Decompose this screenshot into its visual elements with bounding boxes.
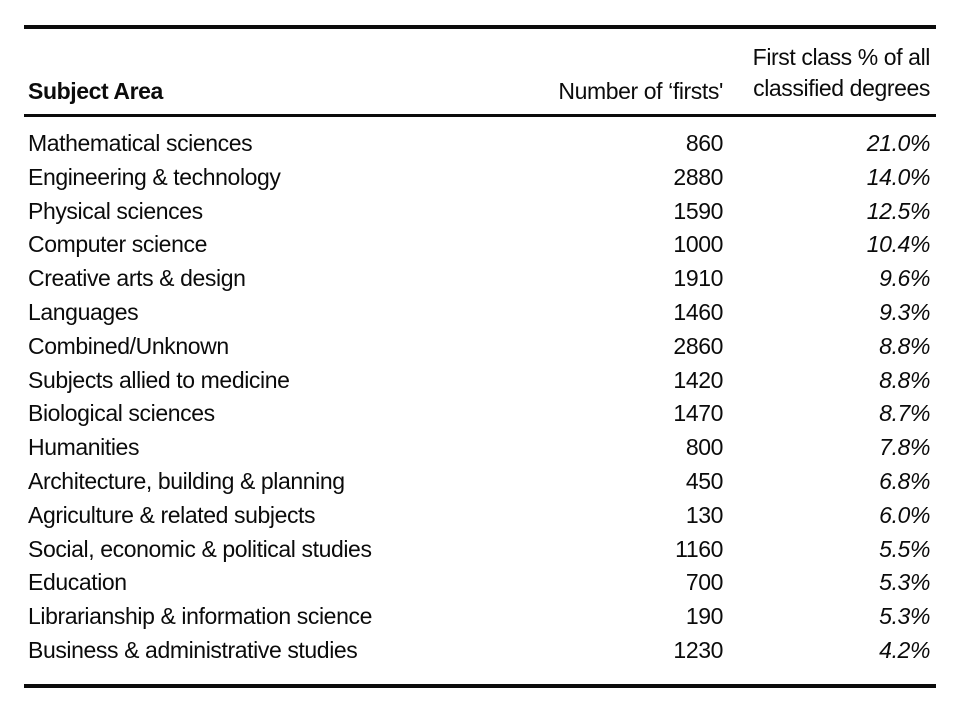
first-class-percent-cell: 9.6% — [879, 265, 930, 292]
number-of-firsts-cell: 1460 — [673, 298, 723, 325]
subject-area-cell: Agriculture & related subjects — [28, 501, 316, 528]
subject-area-cell: Languages — [28, 298, 139, 325]
number-of-firsts-cell: 130 — [685, 501, 724, 528]
number-of-firsts-cell: 1000 — [673, 231, 723, 258]
subject-area-cell: Architecture, building & planning — [28, 467, 345, 494]
table-row: Engineering & technology 2880 14.0% — [24, 161, 936, 195]
table-row: Languages 1460 9.3% — [24, 296, 936, 330]
table-row: Mathematical sciences 860 21.0% — [24, 127, 936, 161]
first-class-percent-cell: 9.3% — [879, 298, 930, 325]
number-of-firsts-cell: 2880 — [673, 163, 723, 190]
first-class-percent-cell: 5.5% — [879, 535, 930, 562]
table-row: Combined/Unknown 2860 8.8% — [24, 330, 936, 364]
table-row: Creative arts & design 1910 9.6% — [24, 262, 936, 296]
subject-area-cell: Computer science — [28, 231, 207, 258]
subject-area-cell: Librarianship & information science — [28, 603, 372, 630]
first-class-percent-cell: 7.8% — [879, 434, 930, 461]
number-of-firsts-cell: 1420 — [673, 366, 723, 393]
table-row: Physical sciences 1590 12.5% — [24, 195, 936, 229]
subject-area-cell: Education — [28, 569, 127, 596]
first-class-percent-cell: 4.2% — [879, 636, 930, 663]
table-row: Biological sciences 1470 8.7% — [24, 397, 936, 431]
number-of-firsts-cell: 1590 — [673, 197, 723, 224]
subject-area-cell: Mathematical sciences — [28, 130, 253, 156]
first-class-percent-cell: 21.0% — [866, 130, 931, 156]
number-of-firsts-cell: 1910 — [673, 265, 723, 292]
number-of-firsts-cell: 2860 — [673, 332, 723, 359]
column-header-subject-area: Subject Area — [28, 78, 163, 104]
number-of-firsts-cell: 1470 — [673, 400, 723, 427]
subject-area-cell: Physical sciences — [28, 197, 203, 224]
number-of-firsts-cell: 700 — [685, 569, 724, 596]
first-class-percent-cell: 8.8% — [879, 366, 930, 393]
number-of-firsts-cell: 860 — [685, 130, 724, 156]
first-class-percent-cell: 5.3% — [879, 603, 930, 630]
first-class-percent-cell: 14.0% — [866, 163, 931, 190]
subject-area-cell: Biological sciences — [28, 400, 215, 427]
table-row: Librarianship & information science 190 … — [24, 600, 936, 634]
subject-area-cell: Creative arts & design — [28, 265, 246, 292]
number-of-firsts-cell: 800 — [685, 434, 724, 461]
number-of-firsts-cell: 1230 — [673, 636, 723, 663]
table-row: Social, economic & political studies 116… — [24, 533, 936, 567]
table-header-row: Subject Area Number of ‘firsts' First cl… — [24, 29, 936, 117]
subject-area-cell: Business & administrative studies — [28, 636, 358, 663]
number-of-firsts-cell: 450 — [685, 467, 724, 494]
table-body: Mathematical sciences 860 21.0% Engineer… — [24, 117, 936, 688]
table-row: Agriculture & related subjects 130 6.0% — [24, 499, 936, 533]
first-class-percent-cell: 6.8% — [879, 467, 930, 494]
table-row: Humanities 800 7.8% — [24, 431, 936, 465]
first-class-percent-cell: 10.4% — [866, 231, 931, 258]
first-class-percent-cell: 8.8% — [879, 332, 930, 359]
column-header-number-of-firsts: Number of ‘firsts' — [558, 78, 723, 104]
number-of-firsts-cell: 190 — [685, 603, 724, 630]
column-header-first-class-percent: First class % of all classified degrees — [752, 44, 931, 101]
table-row: Computer science 1000 10.4% — [24, 228, 936, 262]
first-class-percent-cell: 12.5% — [866, 197, 931, 224]
subject-area-cell: Engineering & technology — [28, 163, 281, 190]
firsts-by-subject-table: Subject Area Number of ‘firsts' First cl… — [24, 25, 936, 688]
subject-area-cell: Combined/Unknown — [28, 332, 229, 359]
first-class-percent-cell: 8.7% — [879, 400, 930, 427]
table-row: Subjects allied to medicine 1420 8.8% — [24, 364, 936, 398]
subject-area-cell: Social, economic & political studies — [28, 535, 372, 562]
table-row: Architecture, building & planning 450 6.… — [24, 465, 936, 499]
first-class-percent-cell: 5.3% — [879, 569, 930, 596]
table-row: Education 700 5.3% — [24, 566, 936, 600]
table-row: Business & administrative studies 1230 4… — [24, 634, 936, 668]
subject-area-cell: Humanities — [28, 434, 140, 461]
first-class-percent-cell: 6.0% — [879, 501, 930, 528]
subject-area-cell: Subjects allied to medicine — [28, 366, 290, 393]
number-of-firsts-cell: 1160 — [675, 535, 723, 562]
